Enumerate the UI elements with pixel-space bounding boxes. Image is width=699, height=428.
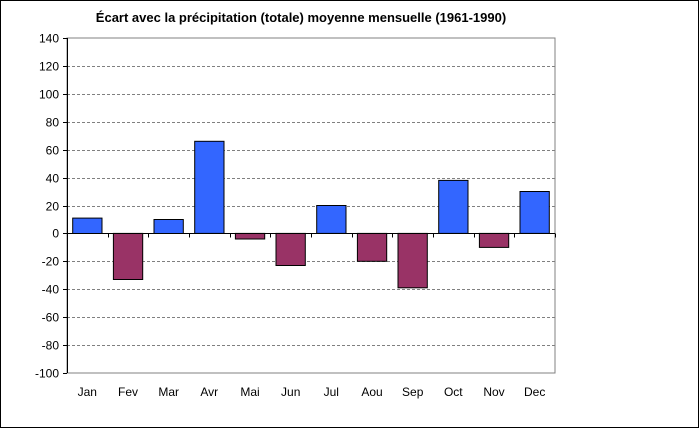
bar-fev <box>112 232 144 280</box>
x-tick-label: Mar <box>158 385 179 399</box>
y-tick-label: 0 <box>52 227 59 241</box>
x-tick-label: Jan <box>78 385 97 399</box>
x-tick-label: Nov <box>483 385 504 399</box>
bar-nov <box>478 232 510 248</box>
axes <box>63 38 556 374</box>
bar-avr <box>194 140 225 234</box>
bar-oct <box>438 179 469 234</box>
y-tick-label: 120 <box>39 60 59 74</box>
y-tick-label: -20 <box>42 255 60 269</box>
y-tick-label: -80 <box>42 339 60 353</box>
x-tick-label: Oct <box>444 385 463 399</box>
x-tick-label: Sep <box>402 385 424 399</box>
y-tick-label: 140 <box>39 32 59 46</box>
plot-area <box>66 37 556 374</box>
x-tick-label: Jul <box>324 385 339 399</box>
x-tick-label: Avr <box>200 385 218 399</box>
bar-jun <box>275 232 306 266</box>
bar-jul <box>316 205 347 234</box>
bar-dec <box>519 191 550 234</box>
y-tick-label: 100 <box>39 88 59 102</box>
tick-labels: 140 120 100 80 60 40 20 0 -20 -40 -60 -80 -100 Jan Fev… <box>35 32 545 400</box>
x-tick-label: Dec <box>524 385 545 399</box>
chart-title: Écart avec la précipitation (totale) moy… <box>95 10 507 25</box>
x-tick-label: Fev <box>118 385 138 399</box>
y-tick-label: 60 <box>46 144 60 158</box>
y-tick-label: -100 <box>35 367 59 381</box>
bar-mar <box>153 219 184 234</box>
y-tick-label: 40 <box>46 172 60 186</box>
y-tick-label: -60 <box>42 311 60 325</box>
y-tick-label: 20 <box>46 200 60 214</box>
gridlines <box>66 37 556 374</box>
y-tick-label: -40 <box>42 283 60 297</box>
bar-mai <box>234 232 266 240</box>
x-tick-label: Mai <box>240 385 259 399</box>
bar-jan <box>72 217 103 235</box>
bar-sep <box>397 232 428 289</box>
bar-aou <box>356 232 388 262</box>
x-tick-label: Jun <box>281 385 300 399</box>
x-tick-label: Aou <box>361 385 382 399</box>
y-tick-label: 80 <box>46 116 60 130</box>
